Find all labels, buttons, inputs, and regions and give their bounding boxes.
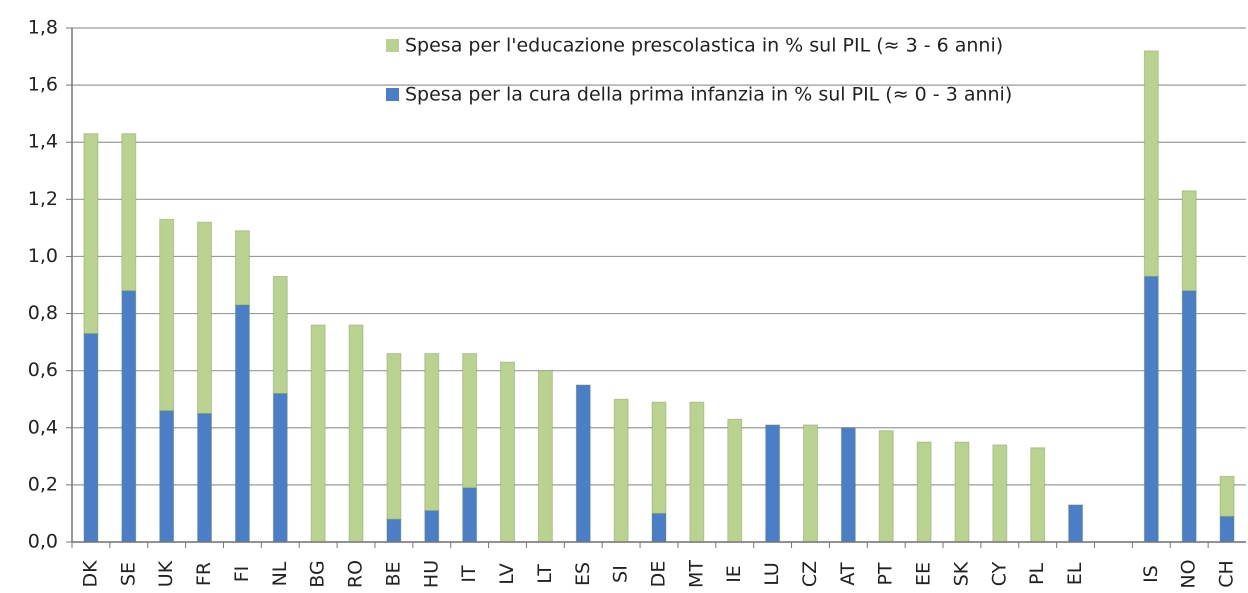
bar-segment bbox=[992, 444, 1008, 543]
bar-segment bbox=[234, 230, 250, 306]
bar-segment bbox=[159, 218, 175, 412]
x-tick-label: BG bbox=[307, 560, 329, 587]
x-tick-label: CH bbox=[1216, 560, 1238, 588]
bar-segment bbox=[537, 370, 553, 543]
x-tick-label: IS bbox=[1140, 565, 1162, 583]
x-tick-label: PT bbox=[875, 562, 897, 585]
y-tick-label: 0,4 bbox=[28, 416, 58, 438]
bar-segment bbox=[348, 324, 364, 543]
bar-segment bbox=[272, 393, 288, 543]
bar-segment bbox=[121, 290, 137, 543]
bar-segment bbox=[1143, 275, 1159, 543]
legend-label: Spesa per la cura della prima infanzia i… bbox=[405, 84, 1012, 106]
bar-segment bbox=[462, 487, 478, 543]
bar-segment bbox=[424, 510, 440, 543]
x-tick-label: CY bbox=[988, 561, 1010, 586]
bar-segment bbox=[272, 275, 288, 395]
bar-segment bbox=[1030, 447, 1046, 543]
y-tick-label: 0,0 bbox=[28, 531, 58, 553]
bar-segment bbox=[197, 413, 213, 543]
bar-segment bbox=[424, 353, 440, 512]
bar-segment bbox=[840, 427, 856, 543]
bar-segment bbox=[878, 430, 894, 543]
x-tick-label: AT bbox=[837, 562, 859, 586]
bar-segment bbox=[386, 518, 402, 543]
y-tick-label: 1,4 bbox=[28, 131, 58, 153]
legend-swatch bbox=[386, 88, 399, 101]
bar-segment bbox=[765, 424, 781, 543]
x-tick-label: IE bbox=[723, 565, 745, 583]
bar-segment bbox=[1219, 475, 1235, 517]
bar-segment bbox=[916, 441, 932, 543]
x-tick-label: UK bbox=[155, 560, 177, 587]
bar-segment bbox=[1143, 50, 1159, 277]
x-tick-label: BE bbox=[382, 561, 404, 586]
x-tick-label: EL bbox=[1064, 562, 1086, 585]
bar-segment bbox=[575, 384, 591, 543]
bar-segment bbox=[1181, 290, 1197, 543]
bar-segment bbox=[651, 401, 667, 514]
bar-segment bbox=[159, 410, 175, 543]
x-tick-label: SK bbox=[950, 561, 972, 586]
bar-segment bbox=[310, 324, 326, 543]
bar-segment bbox=[121, 133, 137, 292]
x-tick-label: RO bbox=[345, 560, 367, 588]
bar-segment bbox=[1068, 504, 1084, 543]
x-tick-label: PL bbox=[1026, 563, 1048, 585]
bar-segment bbox=[613, 398, 629, 543]
bar-segment bbox=[83, 133, 99, 335]
y-tick-label: 1,0 bbox=[28, 245, 58, 267]
x-tick-label: HU bbox=[420, 560, 442, 588]
x-tick-label: NL bbox=[269, 561, 291, 586]
x-tick-label: SI bbox=[610, 565, 632, 583]
x-tick-label: DE bbox=[648, 561, 670, 588]
bar-segment bbox=[462, 353, 478, 489]
x-tick-label: DK bbox=[79, 560, 101, 588]
y-tick-label: 1,8 bbox=[28, 17, 58, 39]
x-tick-label: SE bbox=[117, 562, 139, 586]
bar-segment bbox=[234, 304, 250, 543]
x-tick-label: FI bbox=[231, 566, 253, 583]
y-tick-label: 1,6 bbox=[28, 74, 58, 96]
bar-segment bbox=[954, 441, 970, 543]
legend-swatch bbox=[386, 39, 399, 52]
bar-segment bbox=[500, 361, 516, 543]
x-tick-label: IT bbox=[458, 565, 480, 583]
x-tick-label: NO bbox=[1178, 559, 1200, 588]
x-tick-label: LU bbox=[761, 562, 783, 586]
legend-label: Spesa per l'educazione prescolastica in … bbox=[405, 35, 1003, 57]
x-tick-label: CZ bbox=[799, 561, 821, 587]
bar-segment bbox=[727, 418, 743, 543]
bar-segment bbox=[651, 512, 667, 543]
y-tick-label: 0,2 bbox=[28, 473, 58, 495]
bar-segment bbox=[1219, 515, 1235, 543]
bar-segment bbox=[197, 221, 213, 414]
y-tick-label: 1,2 bbox=[28, 188, 58, 210]
y-tick-label: 0,6 bbox=[28, 359, 58, 381]
bar-segment bbox=[386, 353, 402, 520]
bar-segment bbox=[83, 333, 99, 543]
x-tick-label: ES bbox=[572, 562, 594, 586]
x-tick-label: FR bbox=[193, 562, 215, 586]
x-tick-label: LT bbox=[534, 564, 556, 584]
bar-segment bbox=[802, 424, 818, 543]
y-tick-label: 0,8 bbox=[28, 302, 58, 324]
bar-segment bbox=[689, 401, 705, 543]
x-tick-label: EE bbox=[913, 562, 935, 586]
x-tick-label: LV bbox=[496, 563, 518, 585]
bar-segment bbox=[1181, 190, 1197, 292]
x-tick-label: MT bbox=[685, 560, 707, 588]
